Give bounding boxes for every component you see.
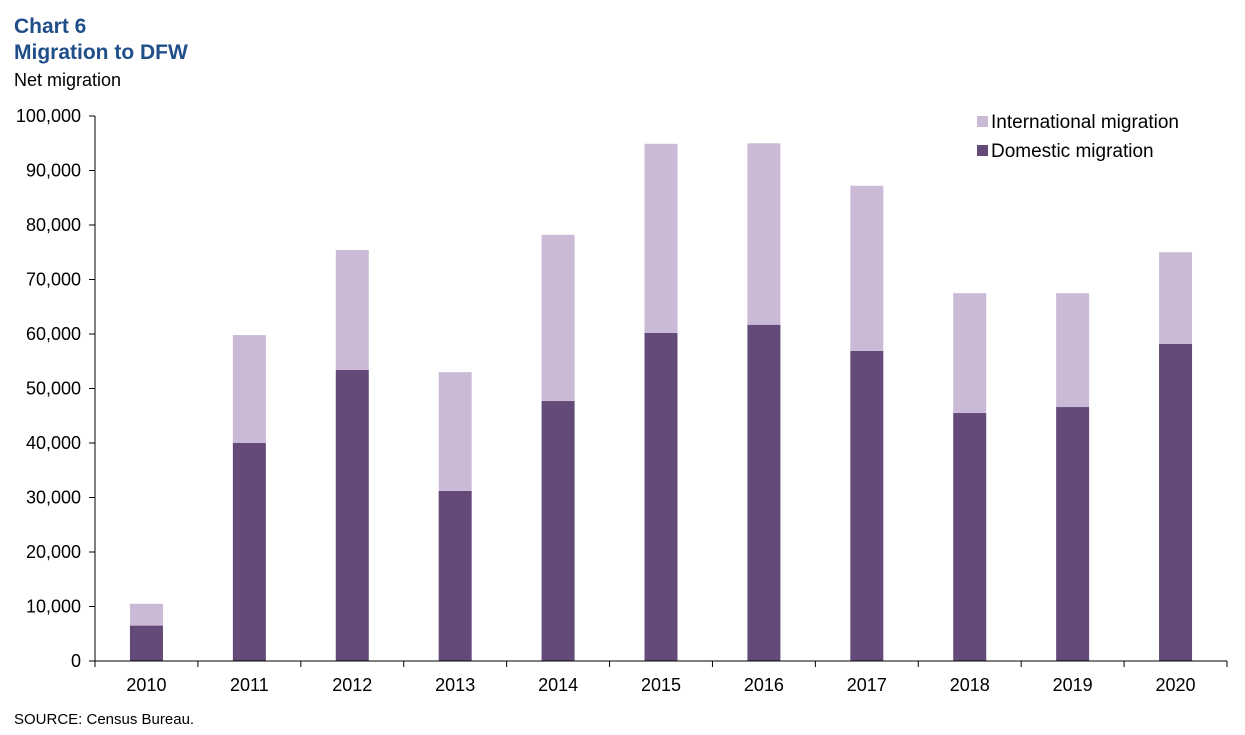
- bars: [129, 143, 1193, 661]
- bar-international-2011: [232, 335, 266, 443]
- axes: [94, 116, 1227, 662]
- bar-international-2016: [747, 143, 781, 325]
- y-tick-label: 100,000: [16, 106, 81, 126]
- chart-number: Chart 6: [14, 15, 87, 38]
- bar-domestic-2015: [644, 332, 678, 661]
- bar-international-2013: [438, 372, 472, 491]
- x-tick-label: 2020: [1156, 675, 1196, 695]
- bar-domestic-2013: [438, 490, 472, 661]
- bar-domestic-2020: [1159, 343, 1193, 661]
- x-tick-label: 2018: [950, 675, 990, 695]
- x-tick-label: 2011: [230, 675, 269, 695]
- legend-swatch-international: [977, 116, 988, 127]
- legend-label-international: International migration: [991, 112, 1179, 133]
- y-tick-label: 70,000: [26, 270, 81, 290]
- source-note: SOURCE: Census Bureau.: [14, 711, 195, 728]
- legend-swatch-domestic: [977, 145, 988, 156]
- bar-international-2019: [1056, 293, 1090, 408]
- y-tick-label: 10,000: [26, 597, 81, 617]
- bar-international-2017: [850, 185, 884, 351]
- y-tick-label: 40,000: [26, 433, 81, 453]
- x-tick-label: 2015: [641, 675, 681, 695]
- y-axis-label: Net migration: [14, 70, 122, 90]
- x-tick-label: 2016: [744, 675, 784, 695]
- bar-international-2012: [335, 250, 369, 370]
- bar-international-2015: [644, 143, 678, 333]
- bar-international-2010: [129, 603, 163, 626]
- x-tick-label: 2010: [126, 675, 166, 695]
- x-tick-label: 2019: [1053, 675, 1093, 695]
- bar-domestic-2019: [1056, 407, 1090, 661]
- y-tick-label: 50,000: [26, 379, 81, 399]
- y-tick-label: 30,000: [26, 488, 81, 508]
- bar-domestic-2017: [850, 350, 884, 661]
- bar-domestic-2018: [953, 413, 987, 661]
- bar-domestic-2014: [541, 401, 575, 661]
- x-tick-label: 2012: [332, 675, 372, 695]
- bar-domestic-2011: [232, 443, 266, 661]
- y-tick-label: 80,000: [26, 215, 81, 235]
- y-axis-ticks: 0 10,000 20,000 30,000 40,000 50,000 60,000 70,…: [16, 106, 95, 671]
- bar-international-2018: [953, 293, 987, 414]
- bar-domestic-2016: [747, 324, 781, 661]
- legend: International migration Domestic migrati…: [977, 112, 1179, 162]
- legend-label-domestic: Domestic migration: [991, 141, 1154, 162]
- y-tick-label: 20,000: [26, 542, 81, 562]
- x-tick-label: 2014: [538, 675, 578, 695]
- y-tick-label: 60,000: [26, 324, 81, 344]
- bar-domestic-2010: [129, 625, 163, 661]
- y-tick-label: 0: [71, 651, 81, 671]
- x-tick-label: 2017: [847, 675, 887, 695]
- y-tick-label: 90,000: [26, 161, 81, 181]
- x-tick-label: 2013: [435, 675, 475, 695]
- x-axis-ticks: 2010 2011 2012 2013 2014 2015 2016 2017 2018 2019…: [94, 661, 1228, 695]
- chart-title: Migration to DFW: [14, 41, 188, 64]
- bar-domestic-2012: [335, 369, 369, 661]
- bar-international-2014: [541, 234, 575, 402]
- bar-international-2020: [1159, 252, 1193, 344]
